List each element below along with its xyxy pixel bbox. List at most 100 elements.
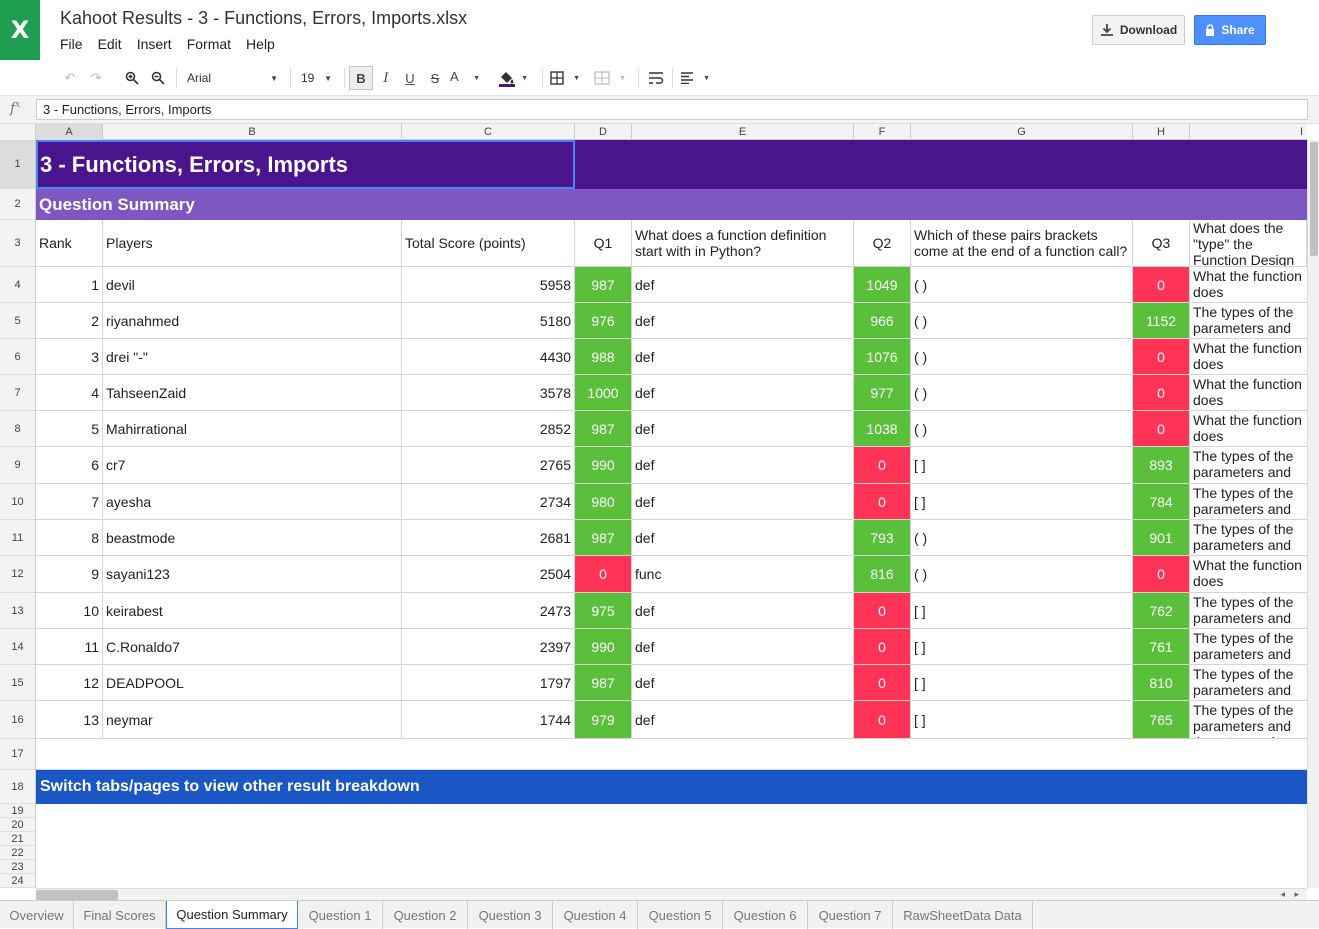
scroll-left-icon[interactable]: ◂: [1280, 889, 1285, 899]
q3-answer-cell[interactable]: The types of the parameters and the retu…: [1190, 520, 1307, 556]
column-header-h[interactable]: H: [1133, 124, 1190, 140]
q1-score-cell[interactable]: 990: [575, 629, 632, 665]
q2-answer-cell[interactable]: [ ]: [911, 593, 1133, 629]
player-cell[interactable]: beastmode: [103, 520, 402, 556]
rank-cell[interactable]: 2: [36, 303, 103, 339]
row-header[interactable]: 22: [0, 846, 36, 860]
row-header[interactable]: 21: [0, 832, 36, 846]
q2-answer-cell[interactable]: ( ): [911, 520, 1133, 556]
q1-answer-cell[interactable]: def: [632, 375, 854, 411]
total-score-cell[interactable]: 5180: [402, 303, 575, 339]
q3-answer-cell[interactable]: The types of the parameters and the retu…: [1190, 447, 1307, 484]
player-cell[interactable]: ayesha: [103, 484, 402, 520]
q2-score-cell[interactable]: 0: [854, 701, 911, 739]
total-score-cell[interactable]: 2473: [402, 593, 575, 629]
row-header[interactable]: 24: [0, 874, 36, 888]
column-header-e[interactable]: E: [632, 124, 854, 140]
q3-answer-cell[interactable]: The types of the parameters and the retu…: [1190, 303, 1307, 339]
q1-answer-cell[interactable]: def: [632, 701, 854, 739]
q1-score-cell[interactable]: 987: [575, 520, 632, 556]
row-header[interactable]: 16: [0, 701, 36, 739]
q1-answer-cell[interactable]: def: [632, 484, 854, 520]
horizontal-scroll-thumb[interactable]: [36, 890, 118, 900]
q2-answer-cell[interactable]: ( ): [911, 411, 1133, 447]
q1-answer-cell[interactable]: def: [632, 520, 854, 556]
q1-score-cell[interactable]: 988: [575, 339, 632, 375]
q2-answer-cell[interactable]: ( ): [911, 303, 1133, 339]
q1-answer-cell[interactable]: def: [632, 665, 854, 701]
total-score-cell[interactable]: 2765: [402, 447, 575, 484]
column-header-b[interactable]: B: [103, 124, 402, 140]
total-score-cell[interactable]: 1797: [402, 665, 575, 701]
menu-insert[interactable]: Insert: [136, 36, 172, 52]
scroll-right-icon[interactable]: ▸: [1294, 889, 1299, 899]
sheet-tab[interactable]: Question 4: [553, 901, 638, 929]
row-header[interactable]: 1: [0, 140, 36, 189]
rank-cell[interactable]: 8: [36, 520, 103, 556]
header-q3-question[interactable]: What does the "type" the Function Design…: [1190, 220, 1307, 267]
merge-cells-button[interactable]: ▼: [594, 66, 630, 90]
row-header[interactable]: 6: [0, 339, 36, 375]
rank-cell[interactable]: 1: [36, 267, 103, 303]
q2-answer-cell[interactable]: ( ): [911, 267, 1133, 303]
footer-note-band[interactable]: Switch tabs/pages to view other result b…: [36, 770, 1307, 804]
vertical-scroll-thumb[interactable]: [1310, 142, 1318, 256]
player-cell[interactable]: devil: [103, 267, 402, 303]
column-header-g[interactable]: G: [911, 124, 1133, 140]
menu-file[interactable]: File: [60, 36, 83, 52]
q2-score-cell[interactable]: 1049: [854, 267, 911, 303]
q3-answer-cell[interactable]: The types of the parameters and the retu…: [1190, 484, 1307, 520]
strikethrough-button[interactable]: S: [430, 70, 440, 86]
total-score-cell[interactable]: 2734: [402, 484, 575, 520]
column-header-i[interactable]: I: [1299, 126, 1303, 138]
select-all-corner[interactable]: [0, 124, 36, 140]
row-header[interactable]: 9: [0, 447, 36, 484]
rank-cell[interactable]: 4: [36, 375, 103, 411]
underline-button[interactable]: U: [405, 70, 415, 86]
row-header[interactable]: 13: [0, 593, 36, 629]
q3-answer-cell[interactable]: The types of the parameters and the retu…: [1190, 593, 1307, 629]
q3-answer-cell[interactable]: What the function does: [1190, 339, 1307, 375]
header-q3[interactable]: Q3: [1133, 220, 1190, 267]
q1-answer-cell[interactable]: def: [632, 629, 854, 665]
q2-answer-cell[interactable]: ( ): [911, 375, 1133, 411]
column-header-c[interactable]: C: [402, 124, 575, 140]
row-header[interactable]: 12: [0, 556, 36, 593]
q3-score-cell[interactable]: 0: [1133, 375, 1190, 411]
borders-button[interactable]: ▼: [550, 66, 584, 90]
q2-score-cell[interactable]: 0: [854, 665, 911, 701]
text-color-button[interactable]: A ▼: [450, 66, 484, 90]
question-summary-band[interactable]: Question Summary: [36, 189, 1307, 220]
total-score-cell[interactable]: 3578: [402, 375, 575, 411]
q1-score-cell[interactable]: 976: [575, 303, 632, 339]
q1-answer-cell[interactable]: func: [632, 556, 854, 593]
q2-answer-cell[interactable]: [ ]: [911, 701, 1133, 739]
zoom-out-icon[interactable]: [148, 66, 168, 90]
q1-score-cell[interactable]: 1000: [575, 375, 632, 411]
q1-answer-cell[interactable]: def: [632, 447, 854, 484]
sheet-tab[interactable]: Question 5: [638, 901, 723, 929]
q2-score-cell[interactable]: 0: [854, 629, 911, 665]
q3-score-cell[interactable]: 893: [1133, 447, 1190, 484]
q3-answer-cell[interactable]: What the function does: [1190, 375, 1307, 411]
q3-answer-cell[interactable]: What the function does: [1190, 411, 1307, 447]
total-score-cell[interactable]: 5958: [402, 267, 575, 303]
player-cell[interactable]: DEADPOOL: [103, 665, 402, 701]
redo-icon[interactable]: ↷: [90, 70, 102, 85]
sheet-tab[interactable]: Question 7: [808, 901, 893, 929]
q3-answer-cell[interactable]: The types of the parameters and the retu…: [1190, 665, 1307, 701]
q1-answer-cell[interactable]: def: [632, 593, 854, 629]
rank-cell[interactable]: 10: [36, 593, 103, 629]
q2-score-cell[interactable]: 793: [854, 520, 911, 556]
column-header-d[interactable]: D: [575, 124, 632, 140]
row-header[interactable]: 10: [0, 484, 36, 520]
header-q2[interactable]: Q2: [854, 220, 911, 267]
q1-score-cell[interactable]: 987: [575, 267, 632, 303]
row-header[interactable]: 7: [0, 375, 36, 411]
column-header-a[interactable]: A: [36, 124, 103, 140]
q1-answer-cell[interactable]: def: [632, 411, 854, 447]
q2-answer-cell[interactable]: [ ]: [911, 484, 1133, 520]
q2-score-cell[interactable]: 816: [854, 556, 911, 593]
q3-answer-cell[interactable]: What the function does: [1190, 556, 1307, 593]
sheet-tab[interactable]: Question 6: [723, 901, 808, 929]
